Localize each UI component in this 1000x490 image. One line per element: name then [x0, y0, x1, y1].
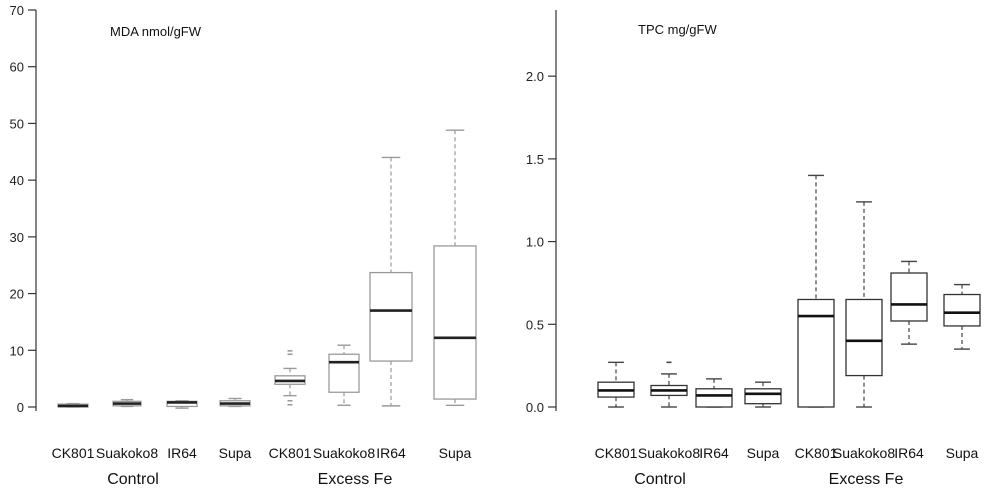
box-7 [943, 283, 981, 350]
box-6 [369, 156, 413, 407]
box-1 [650, 361, 688, 408]
category-label: Suakoko8 [833, 445, 895, 461]
category-label: Suakoko8 [96, 445, 158, 461]
y-tick-label: 0 [17, 400, 24, 415]
iqr-box [744, 388, 782, 405]
category-label: CK801 [269, 445, 312, 461]
iqr-box [845, 298, 883, 377]
y-tick-label: 40 [10, 173, 24, 188]
category-label: Suakoko8 [313, 445, 375, 461]
iqr-box [433, 245, 477, 400]
y-tick-label: 0.5 [526, 317, 544, 332]
box-7 [433, 129, 477, 406]
box-3 [219, 397, 251, 408]
category-label: IR64 [699, 445, 729, 461]
category-label: IR64 [167, 445, 197, 461]
box-6 [890, 260, 928, 345]
category-label: Supa [219, 445, 252, 461]
y-tick-label: 1.0 [526, 235, 544, 250]
y-tick-label: 1.5 [526, 152, 544, 167]
box-3 [744, 381, 782, 408]
y-tick-label: 60 [10, 60, 24, 75]
group-label: Excess Fe [318, 471, 393, 488]
box-2 [166, 400, 198, 409]
y-tick-label: 20 [10, 287, 24, 302]
category-label: IR64 [894, 445, 924, 461]
group-label: Excess Fe [829, 471, 904, 488]
box-1 [112, 398, 142, 408]
category-label: CK801 [52, 445, 95, 461]
box-0 [597, 361, 635, 408]
category-label: Supa [946, 445, 979, 461]
group-label: Control [634, 471, 686, 488]
y-tick-label: 2.0 [526, 69, 544, 84]
iqr-box [369, 271, 413, 362]
category-label: IR64 [376, 445, 406, 461]
y-tick-label: 50 [10, 116, 24, 131]
y-tick-label: 0.0 [526, 400, 544, 415]
iqr-box [890, 272, 928, 322]
panel-title: MDA nmol/gFW [110, 24, 202, 39]
category-label: CK801 [795, 445, 838, 461]
category-label: Supa [747, 445, 780, 461]
iqr-box [328, 353, 360, 393]
iqr-box [695, 388, 733, 408]
box-5 [328, 344, 360, 406]
box-2 [695, 378, 733, 408]
y-tick-label: 30 [10, 230, 24, 245]
y-tick-label: 70 [10, 3, 24, 18]
iqr-box [797, 298, 835, 408]
box-5 [845, 201, 883, 408]
category-label: CK801 [595, 445, 638, 461]
category-label: Supa [439, 445, 472, 461]
group-label: Control [107, 471, 159, 488]
box-0 [57, 402, 89, 408]
box-4 [274, 350, 306, 406]
y-tick-label: 10 [10, 343, 24, 358]
category-label: Suakoko8 [638, 445, 700, 461]
box-4 [797, 174, 835, 408]
panel-title: TPC mg/gFW [638, 22, 717, 37]
iqr-box [943, 293, 981, 327]
